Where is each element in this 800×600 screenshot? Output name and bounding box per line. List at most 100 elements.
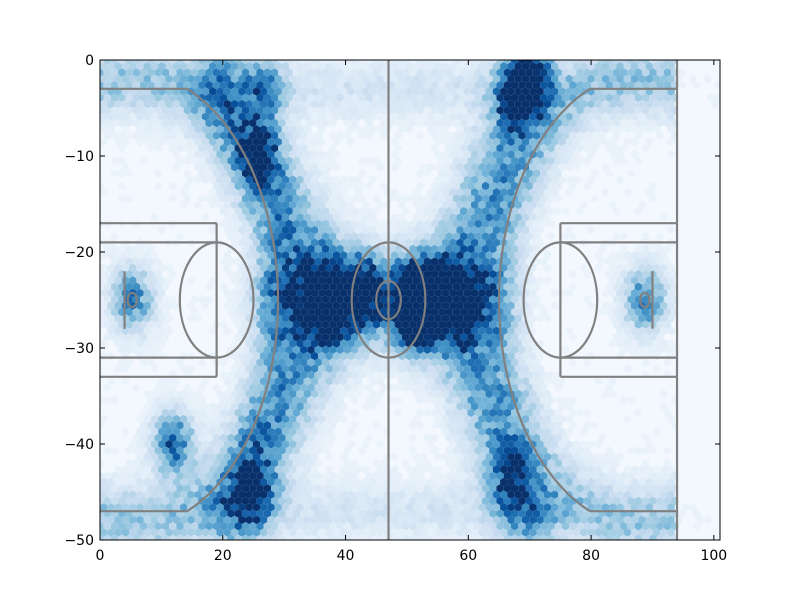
density-hex bbox=[660, 213, 668, 222]
density-hex bbox=[489, 68, 497, 77]
density-hex bbox=[372, 232, 381, 241]
density-hex bbox=[485, 200, 493, 210]
density-hex bbox=[289, 162, 297, 172]
density-hex bbox=[558, 125, 566, 134]
density-hex bbox=[100, 263, 108, 273]
density-hex bbox=[136, 301, 144, 310]
density-hex bbox=[340, 326, 348, 336]
density-hex bbox=[332, 326, 341, 336]
density-hex bbox=[332, 377, 341, 386]
density-hex bbox=[110, 534, 119, 540]
density-hex bbox=[252, 452, 260, 462]
density-hex bbox=[161, 118, 170, 128]
density-hex bbox=[245, 377, 253, 386]
density-hex bbox=[271, 81, 279, 90]
density-hex bbox=[209, 452, 217, 462]
density-hex bbox=[456, 503, 464, 512]
density-hex bbox=[150, 276, 159, 285]
density-hex bbox=[187, 414, 195, 424]
density-hex bbox=[351, 534, 359, 540]
density-hex bbox=[471, 503, 479, 512]
density-hex bbox=[147, 106, 155, 115]
density-hex bbox=[321, 333, 330, 342]
density-hex bbox=[642, 282, 650, 291]
density-hex bbox=[234, 106, 242, 115]
density-hex bbox=[267, 150, 275, 159]
density-hex bbox=[481, 60, 490, 65]
density-hex bbox=[238, 87, 246, 96]
density-hex bbox=[136, 503, 144, 512]
density-hex bbox=[252, 351, 260, 361]
density-hex bbox=[238, 389, 246, 399]
density-hex bbox=[271, 484, 279, 493]
density-hex bbox=[438, 207, 446, 216]
density-hex bbox=[471, 427, 479, 436]
density-hex bbox=[329, 396, 337, 405]
density-hex bbox=[416, 484, 424, 493]
density-hex bbox=[463, 251, 471, 260]
density-hex bbox=[365, 60, 373, 65]
density-hex bbox=[271, 131, 279, 140]
density-hex bbox=[249, 522, 257, 531]
density-hex bbox=[281, 150, 290, 159]
density-hex bbox=[205, 433, 213, 443]
density-hex bbox=[172, 162, 180, 172]
density-hex bbox=[365, 81, 373, 90]
density-hex bbox=[285, 522, 293, 531]
density-hex bbox=[551, 490, 559, 499]
density-hex bbox=[645, 251, 653, 260]
density-hex bbox=[271, 459, 279, 468]
density-hex bbox=[427, 465, 435, 474]
density-hex bbox=[303, 477, 311, 487]
density-hex bbox=[183, 471, 191, 480]
density-hex bbox=[303, 137, 311, 147]
density-hex bbox=[521, 125, 530, 134]
density-hex bbox=[627, 295, 635, 304]
density-hex bbox=[438, 345, 446, 354]
density-hex bbox=[241, 358, 250, 367]
density-hex bbox=[518, 232, 526, 241]
density-hex bbox=[492, 99, 501, 109]
density-hex bbox=[423, 345, 431, 354]
density-hex bbox=[667, 477, 675, 487]
density-hex bbox=[278, 396, 286, 405]
density-hex bbox=[238, 225, 246, 235]
density-hex bbox=[471, 276, 479, 285]
density-hex bbox=[452, 383, 461, 392]
density-hex bbox=[554, 118, 562, 128]
density-hex bbox=[649, 484, 657, 493]
density-hex bbox=[601, 188, 610, 197]
density-hex bbox=[183, 383, 191, 392]
density-hex bbox=[292, 358, 301, 367]
density-hex bbox=[569, 270, 577, 279]
density-hex bbox=[427, 364, 435, 373]
density-hex bbox=[161, 131, 170, 140]
density-hex bbox=[205, 534, 213, 540]
density-hex bbox=[321, 421, 330, 430]
density-hex bbox=[241, 118, 250, 128]
density-hex bbox=[438, 257, 446, 266]
density-hex bbox=[511, 471, 519, 480]
density-hex bbox=[507, 238, 515, 247]
density-hex bbox=[358, 270, 366, 279]
density-hex bbox=[525, 471, 533, 480]
density-hex bbox=[401, 60, 410, 65]
density-hex bbox=[161, 333, 170, 342]
density-hex bbox=[587, 150, 595, 159]
density-hex bbox=[452, 534, 461, 540]
density-hex bbox=[223, 402, 231, 411]
density-hex bbox=[336, 282, 344, 291]
density-hex bbox=[496, 207, 504, 216]
density-hex bbox=[463, 414, 471, 424]
density-hex bbox=[656, 496, 664, 506]
density-hex bbox=[332, 74, 341, 84]
density-hex bbox=[572, 99, 581, 109]
density-hex bbox=[285, 244, 293, 254]
density-hex bbox=[518, 496, 526, 506]
density-hex bbox=[478, 326, 486, 336]
density-hex bbox=[227, 93, 235, 102]
density-hex bbox=[321, 219, 330, 228]
density-hex bbox=[252, 301, 260, 310]
density-hex bbox=[125, 522, 133, 531]
density-hex bbox=[223, 389, 231, 399]
